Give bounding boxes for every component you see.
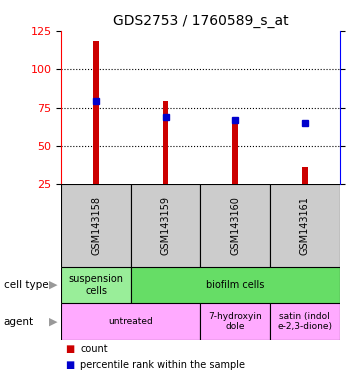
Text: count: count bbox=[80, 344, 108, 354]
Text: GSM143161: GSM143161 bbox=[300, 196, 310, 255]
Bar bbox=[232, 120, 238, 184]
Text: ▶: ▶ bbox=[49, 280, 58, 290]
Bar bbox=[131, 184, 200, 267]
Text: agent: agent bbox=[4, 316, 34, 327]
Text: untreated: untreated bbox=[108, 317, 153, 326]
Bar bbox=[131, 267, 340, 303]
Text: 7-hydroxyin
dole: 7-hydroxyin dole bbox=[208, 312, 262, 331]
Bar bbox=[61, 303, 200, 340]
Text: biofilm cells: biofilm cells bbox=[206, 280, 264, 290]
Bar bbox=[200, 303, 270, 340]
Text: percentile rank within the sample: percentile rank within the sample bbox=[80, 360, 245, 370]
Text: satin (indol
e-2,3-dione): satin (indol e-2,3-dione) bbox=[277, 312, 332, 331]
Bar bbox=[61, 267, 131, 303]
Text: cell type: cell type bbox=[4, 280, 48, 290]
Text: ■: ■ bbox=[65, 344, 74, 354]
Text: suspension
cells: suspension cells bbox=[69, 274, 124, 296]
Text: ▶: ▶ bbox=[49, 316, 58, 327]
Bar bbox=[270, 303, 340, 340]
Text: ■: ■ bbox=[65, 360, 74, 370]
Bar bbox=[93, 41, 99, 184]
Text: GSM143158: GSM143158 bbox=[91, 196, 101, 255]
Title: GDS2753 / 1760589_s_at: GDS2753 / 1760589_s_at bbox=[113, 14, 288, 28]
Bar bbox=[270, 184, 340, 267]
Text: GSM143160: GSM143160 bbox=[230, 196, 240, 255]
Bar bbox=[61, 184, 131, 267]
Text: GSM143159: GSM143159 bbox=[161, 196, 170, 255]
Bar bbox=[302, 167, 308, 184]
Bar bbox=[200, 184, 270, 267]
Bar bbox=[163, 101, 168, 184]
